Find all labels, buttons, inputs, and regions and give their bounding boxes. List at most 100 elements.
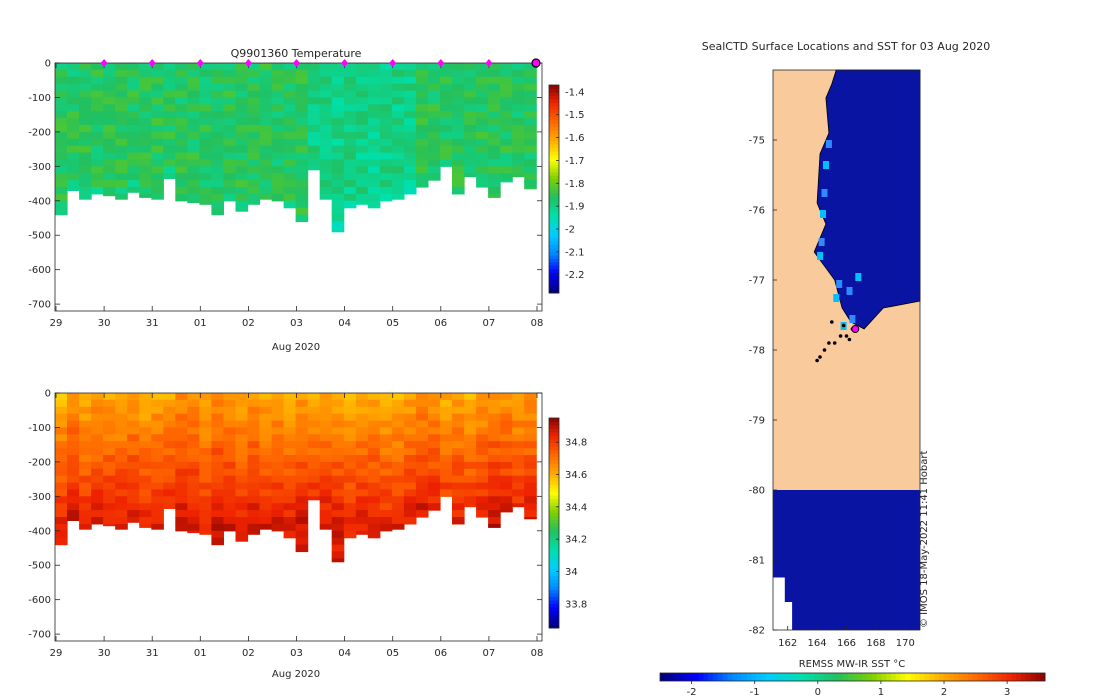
heatmap-cell (415, 455, 429, 463)
sst-colorbar-segment (794, 673, 801, 681)
colorbar-segment (549, 199, 559, 204)
heatmap-cell (379, 90, 393, 99)
colorbar-segment (549, 216, 559, 221)
heatmap-cell (295, 455, 309, 463)
heatmap-cell (79, 131, 92, 140)
heatmap-cell (403, 420, 417, 429)
heatmap-cell (524, 510, 537, 518)
heatmap-cell (175, 131, 188, 140)
heatmap-cell (524, 496, 537, 504)
colorbar-segment (549, 544, 559, 548)
heatmap-cell (91, 180, 104, 188)
heatmap-cell (283, 461, 297, 470)
heatmap-cell (391, 63, 405, 71)
heatmap-cell (391, 166, 405, 174)
surface-marker (100, 59, 108, 67)
heatmap-cell (428, 173, 441, 181)
heatmap-cell (524, 393, 537, 401)
heatmap-cell (403, 90, 417, 99)
sst-colorbar-segment (934, 673, 940, 681)
heatmap-cell (295, 97, 309, 105)
sst-colorbar-tick-label: -2 (687, 687, 697, 698)
heatmap-cell (247, 138, 261, 147)
heatmap-cell (175, 90, 188, 99)
heatmap-cell (247, 489, 261, 497)
heatmap-cell (512, 159, 525, 167)
heatmap-cell (247, 468, 261, 477)
heatmap-cell (391, 406, 405, 415)
heatmap-cell (235, 138, 249, 147)
sst-colorbar-segment (828, 673, 834, 681)
heatmap-cell (476, 180, 489, 188)
heatmap-cell (79, 138, 92, 147)
heatmap-cell (403, 97, 417, 105)
heatmap-cell (319, 510, 333, 518)
heatmap-cell (211, 173, 224, 181)
heatmap-cell (452, 111, 465, 119)
heatmap-cell (211, 461, 224, 470)
heatmap-cell (67, 496, 80, 504)
heatmap-cell (271, 468, 285, 477)
heatmap-cell (175, 517, 188, 525)
heatmap-cell (295, 76, 309, 85)
heatmap-cell (235, 166, 249, 174)
heatmap-cell (379, 97, 393, 105)
heatmap-cell (331, 221, 345, 229)
sst-colorbar-segment (818, 673, 825, 681)
heatmap-cell (235, 118, 249, 126)
heatmap-cell (500, 180, 513, 183)
sst-colorbar-segment (886, 673, 892, 681)
heatmap-cell (295, 118, 309, 126)
heatmap-cell (379, 145, 393, 154)
heatmap-cell (403, 427, 417, 435)
heatmap-cell (524, 413, 537, 422)
heatmap-cell (415, 434, 429, 442)
heatmap-cell (103, 475, 116, 484)
heatmap-cell (295, 63, 309, 71)
colorbar-tick-label: -1.4 (565, 87, 585, 98)
y-tick-label: -300 (28, 492, 51, 503)
heatmap-cell (307, 97, 321, 105)
heatmap-cell (115, 489, 128, 497)
heatmap-cell (127, 111, 140, 119)
heatmap-cell (488, 503, 501, 511)
heatmap-cell (235, 180, 249, 188)
colorbar-segment (549, 247, 559, 252)
heatmap-cell (295, 544, 309, 553)
heatmap-cell (524, 69, 537, 78)
heatmap-cell (199, 187, 212, 195)
heatmap-cell (403, 145, 417, 154)
heatmap-cell (500, 125, 513, 133)
heatmap-cell (355, 152, 369, 161)
heatmap-cell (247, 517, 261, 525)
heatmap-cell (187, 448, 200, 456)
heatmap-cell (379, 193, 393, 202)
sst-colorbar-segment (895, 673, 902, 681)
heatmap-cell (67, 406, 80, 415)
heatmap-cell (428, 441, 441, 449)
heatmap-cell (127, 180, 140, 188)
heatmap-cell (319, 131, 333, 140)
heatmap-cell (103, 523, 116, 527)
heatmap-cell (115, 97, 128, 105)
heatmap-cell (343, 489, 357, 497)
heatmap-cell (187, 441, 200, 449)
heatmap-cell (343, 159, 357, 167)
heatmap-cell (91, 503, 104, 511)
heatmap-cell (488, 441, 501, 449)
heatmap-cell (175, 118, 188, 126)
heatmap-cell (367, 125, 381, 133)
heatmap-cell (367, 420, 381, 429)
x-tick-label: 02 (242, 318, 255, 329)
heatmap-cell (211, 193, 224, 202)
heatmap-cell (67, 69, 80, 78)
heatmap-cell (175, 173, 188, 181)
sst-map-panel: SealCTD Surface Locations and SST for 03… (659, 40, 1046, 698)
heatmap-cell (187, 131, 200, 140)
x-tick-label: 30 (98, 648, 111, 659)
heatmap-cell (379, 159, 393, 167)
heatmap-cell (331, 448, 345, 456)
colorbar-segment (549, 554, 559, 559)
heatmap-cell (379, 118, 393, 126)
heatmap-cell (199, 118, 212, 126)
